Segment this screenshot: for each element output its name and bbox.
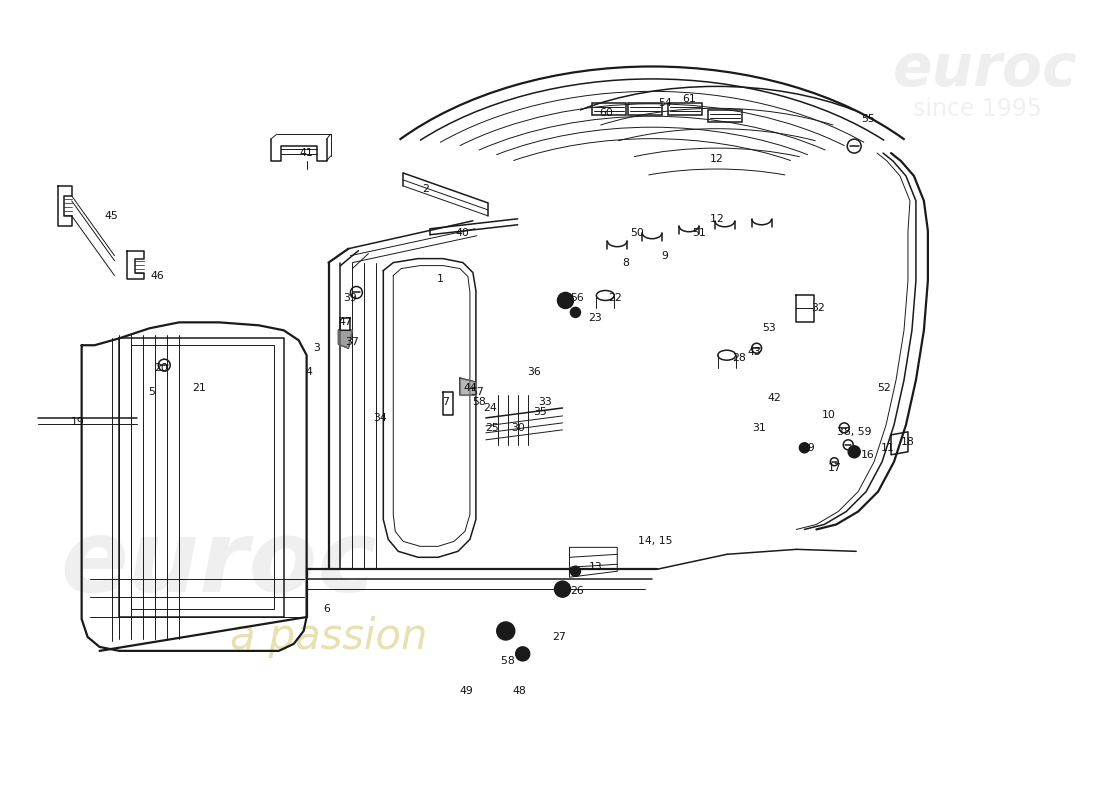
Text: 29: 29 (802, 442, 815, 453)
Text: 35: 35 (532, 407, 547, 417)
Ellipse shape (558, 293, 573, 309)
Ellipse shape (800, 443, 810, 453)
Text: 45: 45 (104, 211, 119, 221)
Text: 37: 37 (345, 338, 360, 347)
Text: 43: 43 (748, 347, 761, 358)
Text: 22: 22 (608, 294, 623, 303)
Text: 4: 4 (305, 367, 312, 377)
Text: 3: 3 (314, 343, 320, 354)
Text: 19: 19 (70, 417, 85, 427)
Text: 1: 1 (437, 274, 443, 283)
Text: 12: 12 (711, 214, 727, 224)
Text: euroc: euroc (60, 516, 377, 613)
Text: 16: 16 (861, 450, 875, 460)
Text: a passion: a passion (230, 616, 427, 658)
Text: 9: 9 (661, 250, 669, 261)
Text: 38, 59: 38, 59 (837, 427, 871, 437)
Text: 52: 52 (877, 383, 891, 393)
Bar (628, 103, 662, 115)
Text: 48: 48 (513, 686, 527, 696)
Text: 47: 47 (339, 318, 352, 327)
Text: 58: 58 (502, 656, 518, 666)
Text: 11: 11 (881, 442, 895, 453)
Text: 34: 34 (373, 413, 387, 423)
Text: 31: 31 (751, 423, 766, 433)
Text: 10: 10 (822, 410, 835, 420)
Bar (708, 110, 741, 122)
Text: 23: 23 (588, 314, 602, 323)
Ellipse shape (497, 622, 515, 640)
Text: 36: 36 (527, 367, 540, 377)
Bar (593, 103, 626, 115)
Text: 26: 26 (571, 586, 584, 596)
Polygon shape (339, 330, 352, 348)
Text: 55: 55 (861, 114, 875, 124)
Ellipse shape (571, 307, 581, 318)
Text: 6: 6 (323, 604, 330, 614)
Text: 33: 33 (539, 397, 552, 407)
Text: euroc: euroc (893, 41, 1078, 98)
Text: 18: 18 (901, 437, 915, 447)
Text: 49: 49 (459, 686, 473, 696)
Text: 42: 42 (768, 393, 781, 403)
Text: 61: 61 (682, 94, 696, 104)
Text: 40: 40 (455, 228, 469, 238)
Text: 27: 27 (552, 632, 567, 642)
Text: 53: 53 (761, 323, 776, 334)
Ellipse shape (571, 566, 581, 576)
Text: 32: 32 (812, 303, 825, 314)
Text: 12: 12 (710, 154, 724, 164)
Ellipse shape (848, 446, 860, 458)
Text: 24: 24 (483, 403, 497, 413)
Text: 57: 57 (470, 387, 484, 397)
Text: 13: 13 (588, 562, 602, 572)
Text: 17: 17 (827, 462, 842, 473)
Text: 25: 25 (485, 423, 498, 433)
Text: 14, 15: 14, 15 (638, 536, 672, 546)
Text: 60: 60 (600, 108, 613, 118)
Ellipse shape (516, 647, 529, 661)
Text: 58: 58 (472, 397, 486, 407)
Polygon shape (460, 378, 476, 395)
Bar (668, 103, 702, 115)
Text: 28: 28 (732, 353, 746, 363)
Text: 8: 8 (621, 258, 629, 268)
Text: 50: 50 (630, 228, 645, 238)
Text: 7: 7 (442, 397, 450, 407)
Text: 30: 30 (510, 423, 525, 433)
Text: 2: 2 (422, 184, 429, 194)
Text: 46: 46 (151, 270, 164, 281)
Text: 21: 21 (192, 383, 206, 393)
Text: 39: 39 (343, 294, 358, 303)
Text: 44: 44 (463, 383, 476, 393)
Text: 51: 51 (692, 228, 706, 238)
Text: 54: 54 (658, 98, 672, 108)
Text: 56: 56 (571, 294, 584, 303)
Text: 20: 20 (154, 363, 168, 373)
Text: 41: 41 (300, 148, 313, 158)
Text: 5: 5 (147, 387, 155, 397)
Text: since 1995: since 1995 (913, 98, 1042, 122)
Ellipse shape (554, 581, 571, 597)
